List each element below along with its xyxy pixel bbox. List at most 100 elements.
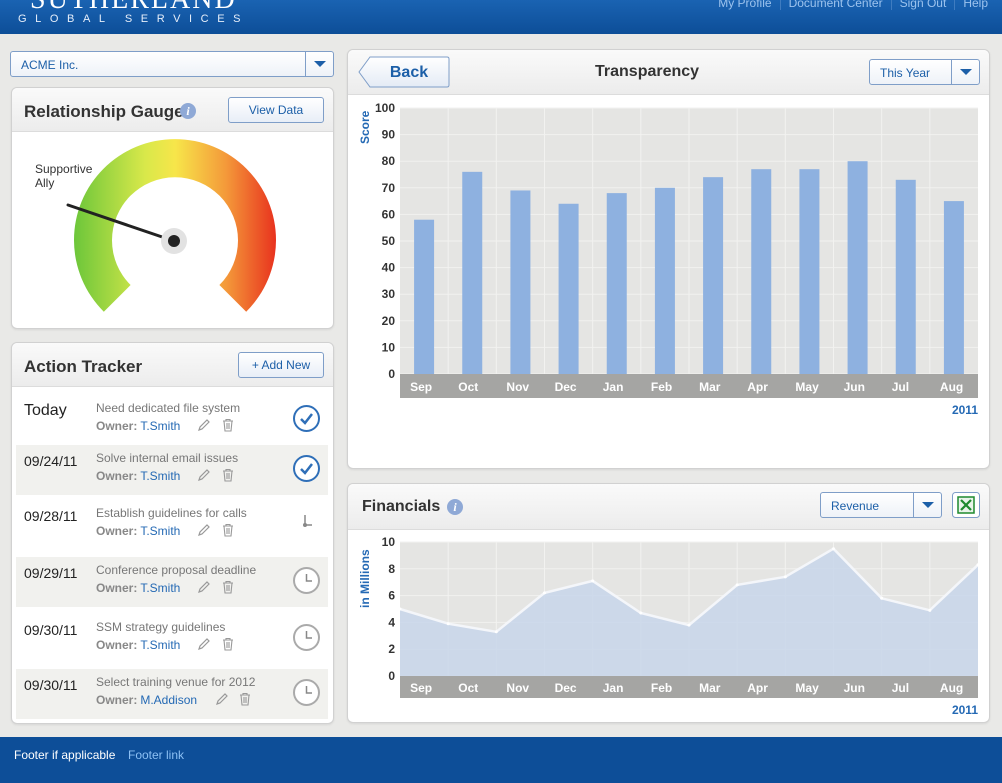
data-point (928, 608, 932, 612)
bar (510, 190, 531, 374)
y-tick-label: 6 (388, 589, 395, 603)
x-tick-label: Jun (844, 681, 865, 695)
y-tick-label: 70 (382, 181, 396, 195)
bar (847, 161, 868, 374)
document-center-link[interactable]: Document Center (779, 0, 891, 10)
data-point (687, 623, 691, 627)
action-title[interactable]: Select training venue for 2012 (96, 675, 256, 689)
clock-icon[interactable] (293, 679, 320, 706)
top-nav: My Profile Document Center Sign Out Help (710, 0, 996, 10)
action-item[interactable]: Today Need dedicated file system Owner: T… (16, 395, 328, 445)
owner-name[interactable]: M.Addison (140, 693, 198, 707)
my-profile-link[interactable]: My Profile (718, 0, 772, 10)
x-tick-label: Aug (940, 681, 963, 695)
metric-select[interactable]: Revenue (820, 492, 942, 518)
action-tracker-panel: Action Tracker + Add New (11, 342, 334, 724)
action-item[interactable]: 09/30/11 SSM strategy guidelines Owner: T… (16, 614, 328, 664)
x-tick-label: Feb (651, 681, 672, 695)
owner-name[interactable]: T.Smith (140, 419, 181, 433)
action-item[interactable]: 09/30/11 Select training venue for 2012 … (16, 669, 328, 719)
relationship-gauge-panel: Relationship Gauge i View Data (11, 87, 334, 329)
action-title[interactable]: SSM strategy guidelines (96, 620, 226, 634)
y-tick-label: 40 (382, 261, 396, 275)
transparency-bar-chart: 0 10 20 30 40 50 60 70 80 90 100 Sep Oct Nov Dec Jan Feb… (358, 101, 978, 417)
edit-icon[interactable] (197, 418, 211, 432)
clock-icon[interactable] (293, 624, 320, 651)
clock-hands-icon[interactable] (300, 513, 314, 529)
x-tick-label: Aug (940, 380, 963, 394)
bar (414, 219, 435, 374)
data-point (639, 611, 643, 615)
clock-icon[interactable] (293, 567, 320, 594)
edit-icon[interactable] (197, 580, 211, 594)
owner-prefix: Owner: (96, 469, 138, 483)
completed-check-icon[interactable] (293, 405, 320, 432)
action-item[interactable]: 09/24/11 Solve internal email issues Own… (16, 445, 328, 495)
action-title[interactable]: Solve internal email issues (96, 451, 239, 465)
period-select-value: This Year (880, 66, 931, 80)
action-item[interactable]: 09/29/11 Conference proposal deadline Ow… (16, 557, 328, 607)
y-tick-label: 80 (382, 154, 396, 168)
x-tick-label: Mar (699, 681, 721, 695)
x-tick-label: Apr (747, 380, 768, 394)
logo-subtitle: GLOBAL SERVICES (18, 13, 250, 25)
info-icon[interactable]: i (180, 103, 196, 119)
owner-name[interactable]: T.Smith (140, 581, 181, 595)
x-tick-label: Nov (506, 380, 529, 394)
x-tick-label: Oct (458, 681, 478, 695)
action-title[interactable]: Establish guidelines for calls (96, 506, 247, 520)
trash-icon[interactable] (221, 418, 235, 432)
chevron-down-icon[interactable] (305, 52, 333, 76)
x-axis-band (400, 676, 978, 698)
trash-icon[interactable] (221, 637, 235, 651)
help-link[interactable]: Help (954, 0, 996, 10)
edit-icon[interactable] (197, 523, 211, 537)
sign-out-link[interactable]: Sign Out (890, 0, 955, 10)
owner-name[interactable]: T.Smith (140, 469, 181, 483)
footer-text: Footer if applicable (14, 748, 116, 762)
edit-icon[interactable] (215, 692, 229, 706)
back-button[interactable]: Back (358, 56, 450, 88)
action-date: 09/28/11 (24, 508, 78, 524)
owner-name[interactable]: T.Smith (140, 524, 181, 538)
bar (895, 179, 916, 374)
footer-link[interactable]: Footer link (128, 748, 185, 762)
gauge-label-line1: Supportive (35, 162, 93, 176)
relationship-gauge (66, 139, 276, 312)
data-point (880, 596, 884, 600)
x-tick-label: Dec (555, 681, 577, 695)
add-new-button[interactable]: + Add New (238, 352, 324, 378)
y-axis-title: in Millions (358, 549, 372, 608)
trash-icon[interactable] (221, 580, 235, 594)
x-tick-label: Dec (555, 380, 577, 394)
x-tick-label: Jul (892, 681, 909, 695)
completed-check-icon[interactable] (293, 455, 320, 482)
gauge-needle (66, 203, 176, 243)
excel-export-icon[interactable] (952, 492, 980, 518)
y-tick-label: 60 (382, 207, 396, 221)
action-title[interactable]: Conference proposal deadline (96, 563, 257, 577)
action-item[interactable]: 09/28/11 Establish guidelines for calls … (16, 500, 328, 550)
owner-name[interactable]: T.Smith (140, 638, 181, 652)
client-select[interactable]: ACME Inc. (10, 51, 334, 77)
info-icon[interactable]: i (447, 499, 463, 515)
edit-icon[interactable] (197, 637, 211, 651)
x-tick-label: Oct (458, 380, 478, 394)
chevron-down-icon[interactable] (913, 493, 941, 517)
trash-icon[interactable] (221, 523, 235, 537)
view-data-button[interactable]: View Data (228, 97, 324, 123)
chevron-down-icon[interactable] (951, 60, 979, 84)
data-point (783, 575, 787, 579)
transparency-title: Transparency (595, 63, 700, 80)
panel-header (348, 50, 989, 95)
action-title[interactable]: Need dedicated file system (96, 401, 241, 415)
period-select[interactable]: This Year (869, 59, 980, 85)
data-point (591, 579, 595, 583)
gauge-label-line2: Ally (35, 176, 55, 190)
y-tick-label: 20 (382, 314, 396, 328)
trash-icon[interactable] (238, 692, 252, 706)
year-label: 2011 (952, 703, 978, 717)
edit-icon[interactable] (197, 468, 211, 482)
trash-icon[interactable] (221, 468, 235, 482)
year-label: 2011 (952, 403, 978, 417)
